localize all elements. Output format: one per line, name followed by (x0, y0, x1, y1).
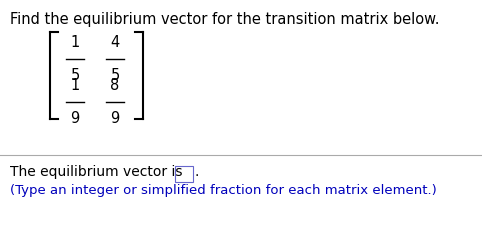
Text: 4: 4 (110, 35, 120, 50)
Text: 9: 9 (110, 111, 120, 126)
Text: 1: 1 (70, 35, 80, 50)
Bar (175, 166, 193, 182)
Text: 1: 1 (70, 78, 80, 93)
Text: 8: 8 (110, 78, 120, 93)
Text: The equilibrium vector is: The equilibrium vector is (10, 165, 183, 179)
Text: 5: 5 (110, 68, 120, 83)
Text: 9: 9 (70, 111, 80, 126)
Text: 5: 5 (70, 68, 80, 83)
Text: (Type an integer or simplified fraction for each matrix element.): (Type an integer or simplified fraction … (10, 184, 437, 197)
Text: Find the equilibrium vector for the transition matrix below.: Find the equilibrium vector for the tran… (10, 12, 440, 27)
Text: .: . (195, 165, 200, 179)
